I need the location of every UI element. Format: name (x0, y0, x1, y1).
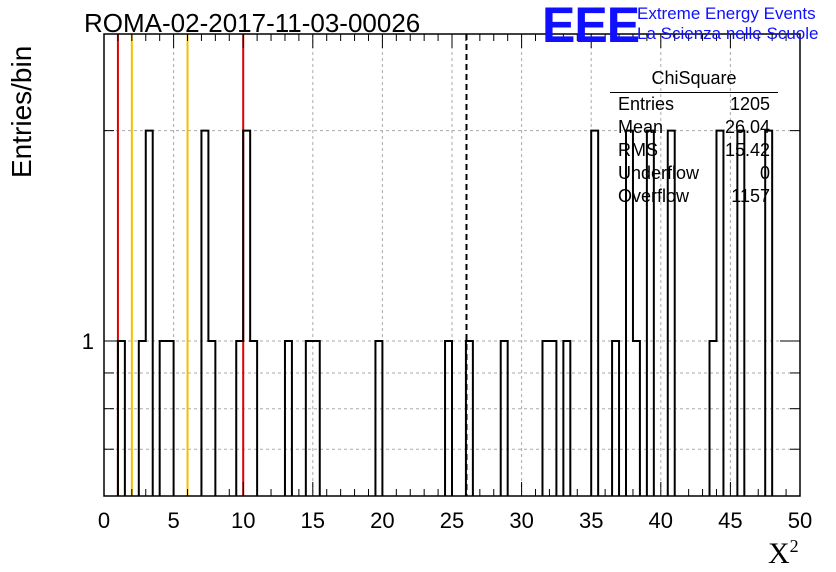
histogram-bin-group (611, 339, 621, 496)
histogram-bin-group (764, 129, 774, 496)
x-tick-label: 40 (649, 508, 673, 533)
x-axis-label: X2 (768, 536, 799, 570)
x-tick-label: 0 (98, 508, 110, 533)
logo-line-1: Extreme Energy Events (637, 4, 816, 23)
stat-label-underflow: Underflow (618, 163, 700, 183)
stat-label-overflow: Overflow (618, 186, 690, 206)
histogram-bin-group (499, 339, 509, 496)
histogram-bins (116, 129, 774, 496)
histogram-bin-group (235, 129, 259, 496)
histogram-bin-group (645, 129, 655, 496)
run-title: ROMA-02-2017-11-03-00026 (84, 8, 421, 38)
stat-value-entries: 1205 (729, 94, 770, 114)
y-tick-label: 1 (82, 329, 94, 354)
x-tick-label: 5 (167, 508, 179, 533)
stats-title: ChiSquare (651, 68, 737, 88)
stat-value-underflow: 0 (759, 163, 770, 183)
eee-logo: EEE (542, 0, 640, 53)
stat-label-mean: Mean (618, 117, 664, 137)
stat-value-rms: 15.42 (724, 140, 770, 160)
x-tick-label: 50 (788, 508, 812, 533)
histogram-bin-group (444, 339, 453, 496)
histogram-bin-group (708, 129, 725, 496)
stat-label-entries: Entries (618, 94, 675, 114)
x-tick-label: 15 (301, 508, 325, 533)
histogram-bin-group (541, 339, 558, 496)
x-tick-label: 10 (231, 508, 255, 533)
stat-value-overflow: 1157 (731, 186, 770, 206)
stats-divider (610, 92, 778, 93)
stat-label-rms: RMS (618, 140, 658, 160)
y-axis-label: Entries/bin (6, 45, 37, 178)
histogram-bin-group (464, 339, 474, 496)
histogram-bin-group (666, 129, 676, 496)
histogram-bin-group (283, 339, 293, 496)
histogram-bin-group (625, 129, 641, 496)
histogram-bin-group (116, 339, 126, 496)
x-tick-label: 20 (370, 508, 394, 533)
x-tick-label: 45 (718, 508, 742, 533)
histogram-bin-group (374, 339, 384, 496)
stat-value-mean: 26.04 (724, 117, 770, 137)
histogram-bin-group (736, 129, 746, 496)
histogram-bin-group (137, 129, 154, 496)
logo-line-2: La Scienza nelle Scuole (637, 24, 819, 43)
histogram-bin-group (304, 339, 321, 496)
histogram-bin-group (590, 129, 600, 496)
x-tick-label: 35 (579, 508, 603, 533)
x-tick-label: 30 (509, 508, 533, 533)
histogram-bin-group (562, 339, 572, 496)
x-tick-label: 25 (440, 508, 464, 533)
histogram-bin-group (158, 339, 175, 496)
axes: 0 5 10 15 20 25 30 35 40 45 50 1 (82, 33, 812, 533)
histogram-bin-group (200, 129, 217, 496)
